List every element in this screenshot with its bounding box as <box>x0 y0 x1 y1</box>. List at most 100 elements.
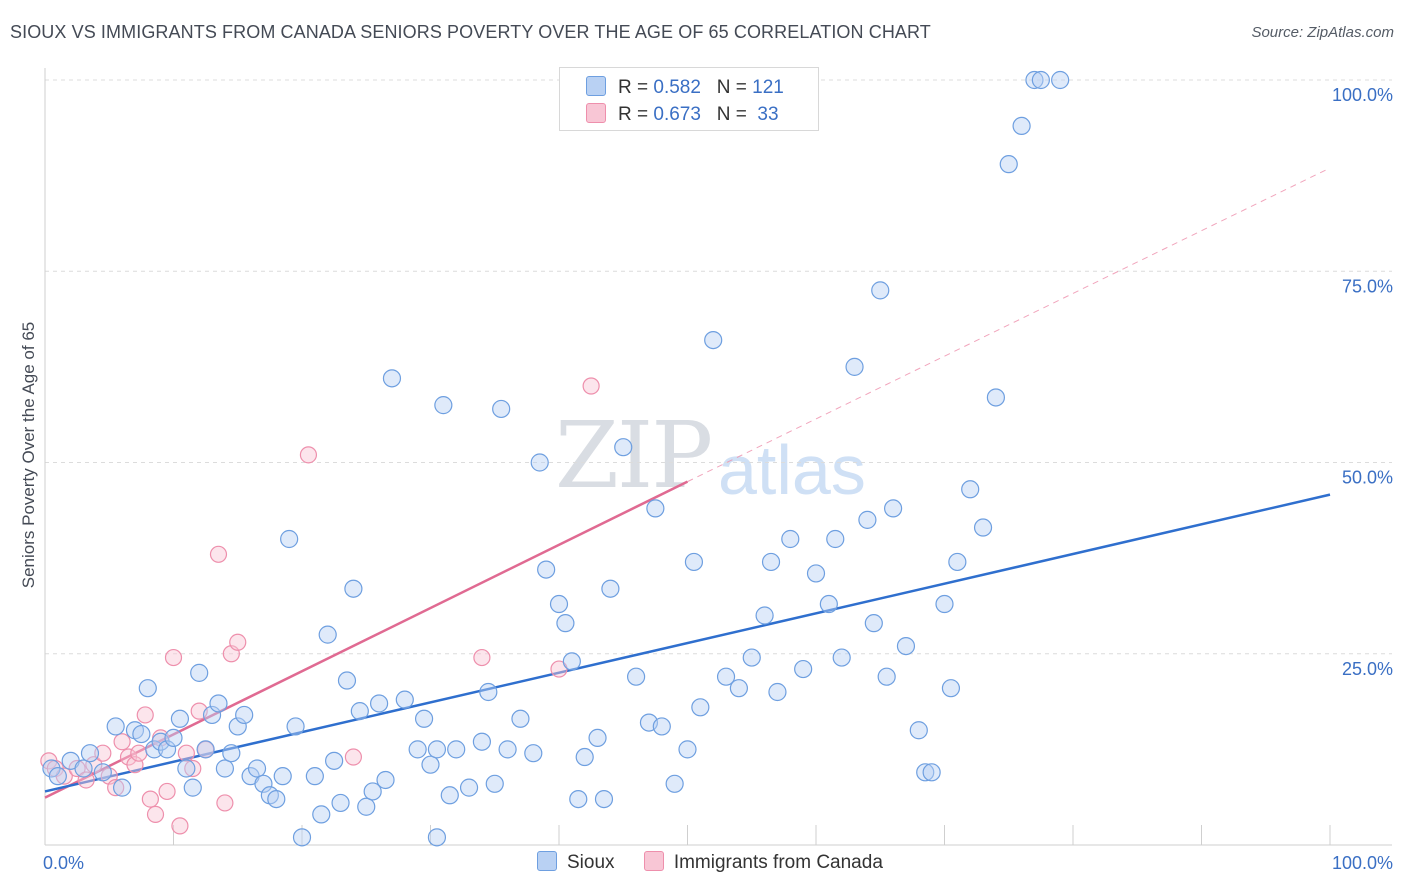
legend-sioux-label: Sioux <box>567 852 615 873</box>
sioux-point-6 <box>106 717 125 736</box>
canada-point-6 <box>94 744 112 762</box>
sioux-point-50 <box>414 709 434 728</box>
chart-title: SIOUX VS IMMIGRANTS FROM CANADA SENIORS … <box>10 22 931 42</box>
canada-point-8 <box>107 779 125 797</box>
y-tick-label-0: 25.0% <box>1342 659 1393 679</box>
sioux-r-label: R = <box>618 77 654 98</box>
x-tick-label-1: 100.0% <box>1332 853 1393 873</box>
sioux-point-89 <box>768 682 787 702</box>
canada-point-15 <box>146 805 165 824</box>
sioux-point-113 <box>1012 116 1031 136</box>
sioux-point-68 <box>562 652 581 671</box>
sioux-point-90 <box>781 529 800 549</box>
sioux-point-99 <box>871 281 890 300</box>
canada-point-24 <box>209 545 228 563</box>
sioux-point-86 <box>742 648 761 667</box>
sioux-point-101 <box>883 499 903 518</box>
sioux-point-93 <box>819 594 838 614</box>
watermark-zip: ZIP <box>555 402 713 509</box>
sioux-point-48 <box>395 690 414 709</box>
legend-row-canada: R = 0.673 N = 33 <box>586 103 779 126</box>
sioux-point-34 <box>292 828 312 847</box>
sioux-point-74 <box>614 438 633 457</box>
sioux-point-83 <box>704 331 723 350</box>
sioux-point-72 <box>594 789 614 809</box>
sioux-point-96 <box>845 357 864 376</box>
canada-n-label: N = <box>716 104 753 125</box>
sioux-point-28 <box>254 774 273 793</box>
sioux-point-5 <box>93 763 112 782</box>
sioux-point-114 <box>1025 70 1044 90</box>
sioux-point-49 <box>408 740 427 759</box>
sioux-point-69 <box>569 789 588 809</box>
sioux-point-73 <box>601 579 620 598</box>
sioux-point-100 <box>877 667 896 686</box>
sioux-point-109 <box>961 480 980 499</box>
sioux-point-1 <box>48 767 67 786</box>
sioux-point-55 <box>447 740 466 759</box>
canada-point-28 <box>299 446 318 464</box>
sioux-point-85 <box>729 679 749 698</box>
sioux-point-66 <box>549 594 569 614</box>
sioux-point-19 <box>196 740 215 759</box>
sioux-point-117 <box>427 828 447 847</box>
sioux-point-105 <box>922 763 941 782</box>
sioux-point-116 <box>1051 70 1070 90</box>
sioux-point-18 <box>190 663 209 682</box>
sioux-point-24 <box>228 717 247 736</box>
legend-item-sioux: Sioux <box>537 851 615 874</box>
sioux-n-label: N = <box>716 77 753 98</box>
sioux-point-108 <box>948 552 967 572</box>
sioux-swatch <box>586 76 606 96</box>
sioux-point-43 <box>357 797 376 816</box>
sioux-point-52 <box>427 740 447 759</box>
canada-trend-extension <box>687 167 1331 483</box>
sioux-point-78 <box>652 717 671 736</box>
sioux-point-87 <box>755 606 774 625</box>
sioux-point-45 <box>370 694 389 713</box>
correlation-legend: R = 0.582 N = 121 R = 0.673 N = 33 <box>559 67 819 131</box>
sioux-point-27 <box>247 759 267 778</box>
sioux-point-59 <box>485 774 504 793</box>
sioux-point-91 <box>794 659 813 679</box>
sioux-point-4 <box>80 744 100 763</box>
sioux-point-7 <box>112 778 132 797</box>
canada-point-3 <box>68 759 86 778</box>
source-credit: Source: ZipAtlas.com <box>1251 24 1394 41</box>
sioux-point-56 <box>459 778 479 797</box>
sioux-point-53 <box>434 396 453 415</box>
sioux-point-36 <box>312 805 331 824</box>
sioux-point-110 <box>973 518 993 537</box>
sioux-point-47 <box>382 369 402 388</box>
sioux-point-46 <box>376 770 395 790</box>
sioux-point-33 <box>286 717 305 736</box>
grid-lines <box>45 79 1392 655</box>
canada-point-12 <box>130 744 148 762</box>
canada-r-value: 0.673 <box>653 104 701 125</box>
sioux-point-82 <box>691 698 710 717</box>
sioux-point-92 <box>806 564 826 583</box>
sioux-point-22 <box>215 759 234 778</box>
sioux-point-39 <box>331 793 350 813</box>
sioux-point-32 <box>280 529 299 549</box>
canada-point-21 <box>184 759 202 778</box>
tick-labels: 25.0% 50.0% 75.0% 100.0% 0.0% 100.0% <box>43 85 1393 873</box>
canada-point-25 <box>216 794 234 812</box>
canada-point-9 <box>113 733 131 751</box>
sioux-point-111 <box>986 388 1006 407</box>
sioux-point-79 <box>665 774 684 793</box>
sioux-point-106 <box>935 594 954 614</box>
canada-point-27 <box>229 633 247 651</box>
sioux-point-81 <box>684 552 704 572</box>
sioux-point-51 <box>421 755 440 774</box>
sioux-points <box>42 70 1070 847</box>
sioux-point-13 <box>157 740 177 759</box>
sioux-point-115 <box>1031 70 1050 90</box>
sioux-point-71 <box>588 728 607 748</box>
sioux-point-97 <box>858 510 877 529</box>
sioux-point-67 <box>556 614 575 633</box>
canada-point-17 <box>158 782 176 801</box>
sioux-point-95 <box>832 648 851 667</box>
sioux-r-value: 0.582 <box>653 77 701 98</box>
